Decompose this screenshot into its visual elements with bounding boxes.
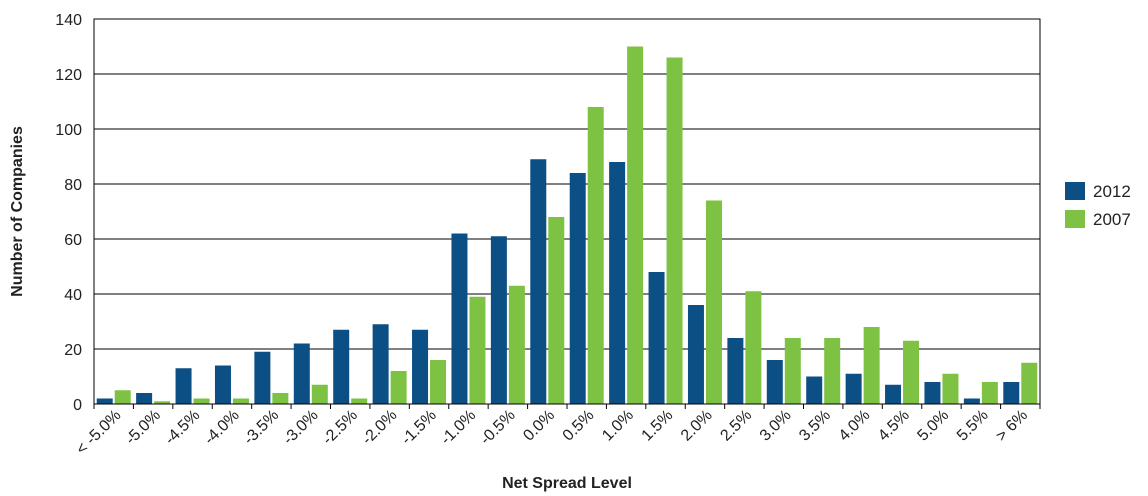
- bar-2012: [412, 329, 429, 404]
- x-tick-label: -3.5%: [241, 407, 283, 449]
- x-tick-label: 5.0%: [914, 407, 952, 445]
- bar-2012: [96, 398, 113, 404]
- y-tick-label: 40: [64, 287, 82, 304]
- bar-2012: [687, 305, 704, 404]
- x-tick-label: -2.5%: [319, 407, 361, 449]
- x-tick-label: < -5.0%: [73, 407, 124, 458]
- legend-swatch-2012: [1065, 182, 1085, 200]
- bar-2007: [981, 382, 998, 404]
- y-tick-label: 20: [64, 342, 82, 359]
- bar-2007: [627, 46, 644, 404]
- bar-2012: [648, 272, 665, 404]
- bar-2007: [863, 327, 880, 404]
- gridlines: [94, 73, 1040, 350]
- bar-2007: [824, 338, 841, 404]
- x-tick-label: -2.0%: [359, 407, 401, 449]
- x-tick-label: 0.0%: [520, 407, 558, 445]
- bar-2007: [311, 384, 328, 404]
- y-tick-label: 60: [64, 232, 82, 249]
- x-tick-label: -5.0%: [122, 407, 164, 449]
- bar-2007: [1021, 362, 1038, 404]
- x-tick-label: 2.5%: [717, 407, 755, 445]
- bar-2007: [114, 390, 131, 404]
- bar-2012: [885, 384, 902, 404]
- x-tick-label: 5.5%: [954, 407, 992, 445]
- bar-2007: [430, 360, 447, 404]
- bar-2007: [666, 57, 683, 404]
- plot-frame: [93, 18, 1041, 405]
- x-tick-label: -1.0%: [438, 407, 480, 449]
- x-tick-label: -0.5%: [477, 407, 519, 449]
- bar-2012: [333, 329, 350, 404]
- y-tick-label: 140: [55, 12, 82, 29]
- x-tick-label: 4.5%: [875, 407, 913, 445]
- bar-2007: [942, 373, 959, 404]
- y-tick-label: 0: [73, 397, 82, 414]
- legend-label-2012: 2012: [1093, 182, 1131, 201]
- bar-2012: [845, 373, 862, 404]
- legend-swatch-2007: [1065, 210, 1085, 228]
- x-axis-ticks: < -5.0%-5.0%-4.5%-4.0%-3.5%-3.0%-2.5%-2.…: [73, 404, 1041, 458]
- bar-2012: [766, 360, 783, 404]
- bar-2012: [609, 162, 626, 404]
- x-tick-label: 3.0%: [757, 407, 795, 445]
- legend: 2012 2007: [1065, 182, 1131, 229]
- bar-2012: [254, 351, 271, 404]
- y-axis-ticks: 0 20 40 60 80 100 120 140: [55, 12, 82, 414]
- bar-2007: [154, 401, 171, 404]
- y-tick-label: 80: [64, 177, 82, 194]
- bar-2012: [490, 236, 507, 404]
- bar-2012: [963, 398, 980, 404]
- x-tick-label: -3.0%: [280, 407, 322, 449]
- x-tick-label: 0.5%: [560, 407, 598, 445]
- bar-2007: [232, 398, 249, 404]
- bar-2012: [136, 393, 153, 404]
- bar-2012: [214, 365, 231, 404]
- bar-2012: [451, 233, 468, 404]
- bar-2012: [530, 159, 547, 404]
- bar-2007: [705, 200, 722, 404]
- bar-2012: [727, 338, 744, 404]
- bars: [96, 46, 1038, 404]
- bar-2012: [569, 173, 586, 404]
- x-tick-label: 4.0%: [836, 407, 874, 445]
- x-tick-label: 2.0%: [678, 407, 716, 445]
- x-tick-label: -4.0%: [201, 407, 243, 449]
- y-tick-label: 120: [55, 67, 82, 84]
- bar-2007: [469, 296, 486, 404]
- bar-2007: [587, 107, 604, 404]
- x-tick-label: 1.5%: [639, 407, 677, 445]
- bar-2012: [175, 368, 192, 404]
- x-axis-label: Net Spread Level: [502, 475, 632, 492]
- y-axis-label: Number of Companies: [9, 126, 26, 297]
- bar-2012: [924, 382, 941, 404]
- bar-2007: [351, 398, 368, 404]
- bar-2007: [272, 393, 289, 404]
- bar-2012: [293, 343, 310, 404]
- bar-2012: [372, 324, 389, 404]
- y-tick-label: 100: [55, 122, 82, 139]
- x-tick-label: 3.5%: [796, 407, 834, 445]
- x-tick-label: 1.0%: [599, 407, 637, 445]
- bar-2007: [193, 398, 210, 404]
- x-tick-label: > 6%: [993, 407, 1031, 445]
- x-tick-label: -4.5%: [162, 407, 204, 449]
- bar-2007: [903, 340, 920, 404]
- bar-2007: [508, 285, 525, 404]
- bar-2012: [1003, 382, 1020, 404]
- legend-label-2007: 2007: [1093, 210, 1131, 229]
- x-tick-label: -1.5%: [398, 407, 440, 449]
- bar-2007: [745, 291, 762, 404]
- bar-2007: [390, 371, 407, 404]
- bar-2007: [548, 217, 565, 404]
- bar-2012: [806, 376, 823, 404]
- bar-2007: [784, 338, 801, 404]
